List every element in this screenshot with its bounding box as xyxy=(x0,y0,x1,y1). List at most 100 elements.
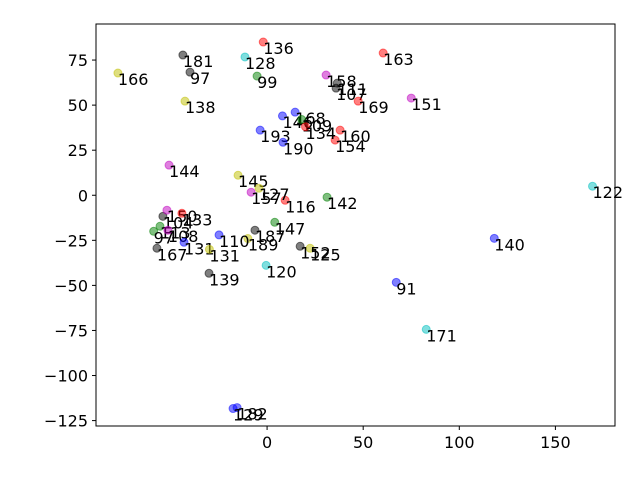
y-tick-label: 75 xyxy=(68,51,88,70)
point-label: 108 xyxy=(168,227,199,246)
point xyxy=(233,170,243,180)
point xyxy=(322,192,332,202)
point xyxy=(588,181,598,191)
point-label: 91 xyxy=(396,279,416,298)
point-label: 127 xyxy=(259,185,290,204)
point-label: 189 xyxy=(248,236,279,255)
point xyxy=(214,230,224,240)
point-label: 109 xyxy=(302,117,333,136)
point-label: 171 xyxy=(426,326,457,345)
point xyxy=(261,260,271,270)
point xyxy=(305,243,315,253)
point xyxy=(228,404,238,414)
x-tick-label: 100 xyxy=(444,433,475,452)
plot-area: 1361281631661819713899158111107169151146… xyxy=(113,37,624,425)
point xyxy=(177,208,187,218)
point-label: 122 xyxy=(593,183,624,202)
point xyxy=(162,205,172,215)
y-tick-label: −75 xyxy=(54,321,88,340)
point xyxy=(252,71,262,81)
x-tick-label: 0 xyxy=(262,433,272,452)
point xyxy=(278,137,288,147)
point-label: 181 xyxy=(183,52,214,71)
point-label: 151 xyxy=(411,95,442,114)
point-label: 116 xyxy=(285,197,316,216)
point-label: 131 xyxy=(209,246,240,265)
point-label: 129 xyxy=(233,406,264,425)
point-label: 139 xyxy=(209,270,240,289)
point xyxy=(250,225,260,235)
point xyxy=(178,50,188,60)
point xyxy=(164,160,174,170)
point xyxy=(158,211,168,221)
point-label: 138 xyxy=(185,98,216,117)
point xyxy=(321,70,331,80)
point xyxy=(258,37,268,47)
y-tick-label: 25 xyxy=(68,141,88,160)
point xyxy=(290,107,300,117)
point xyxy=(185,67,195,77)
point-label: 97 xyxy=(190,69,210,88)
point-label: 167 xyxy=(157,245,188,264)
point xyxy=(335,125,345,135)
point xyxy=(163,225,173,235)
point-label: 128 xyxy=(245,54,276,73)
point-label: 190 xyxy=(283,139,314,158)
point-label: 110 xyxy=(219,232,250,251)
y-tick-label: −125 xyxy=(44,412,88,431)
point xyxy=(204,244,214,254)
point-label: 125 xyxy=(310,245,341,264)
point xyxy=(378,48,388,58)
point xyxy=(255,125,265,135)
point xyxy=(204,268,214,278)
point xyxy=(113,68,123,78)
point xyxy=(246,187,256,197)
point-label: 169 xyxy=(358,98,389,117)
point-label: 133 xyxy=(182,210,213,229)
point xyxy=(297,115,307,125)
point-label: 142 xyxy=(327,194,358,213)
point-label: 99 xyxy=(257,73,277,92)
point-label: 134 xyxy=(306,124,337,143)
point-label: 140 xyxy=(494,235,525,254)
point-label: 152 xyxy=(300,243,331,262)
point-label: 136 xyxy=(263,39,294,58)
point xyxy=(277,111,287,121)
point-label: 154 xyxy=(335,137,366,156)
point xyxy=(152,243,162,253)
point xyxy=(421,324,431,334)
point-label: 163 xyxy=(383,50,414,69)
point-label: 131 xyxy=(184,239,215,258)
point xyxy=(391,277,401,287)
point-label: 147 xyxy=(275,219,306,238)
point-label: 111 xyxy=(337,80,368,99)
point xyxy=(280,195,290,205)
y-tick-label: −25 xyxy=(54,231,88,250)
point-label: 157 xyxy=(251,189,282,208)
y-tick-label: 0 xyxy=(78,186,88,205)
point xyxy=(243,234,253,244)
point xyxy=(353,96,363,106)
y-tick-label: −50 xyxy=(54,276,88,295)
point xyxy=(240,52,250,62)
point-label: 187 xyxy=(255,227,286,246)
axes-frame xyxy=(95,23,616,427)
point xyxy=(270,217,280,227)
point xyxy=(489,233,499,243)
point-label: 120 xyxy=(266,262,297,281)
point-label: 144 xyxy=(169,162,200,181)
point xyxy=(149,226,159,236)
y-tick-label: −100 xyxy=(44,367,88,386)
point xyxy=(301,122,311,132)
point xyxy=(155,221,165,231)
point xyxy=(406,93,416,103)
point xyxy=(330,135,340,145)
point xyxy=(180,96,190,106)
point xyxy=(179,237,189,247)
point xyxy=(254,183,264,193)
point xyxy=(331,83,341,93)
point-label: 182 xyxy=(237,405,268,424)
point xyxy=(295,241,305,251)
